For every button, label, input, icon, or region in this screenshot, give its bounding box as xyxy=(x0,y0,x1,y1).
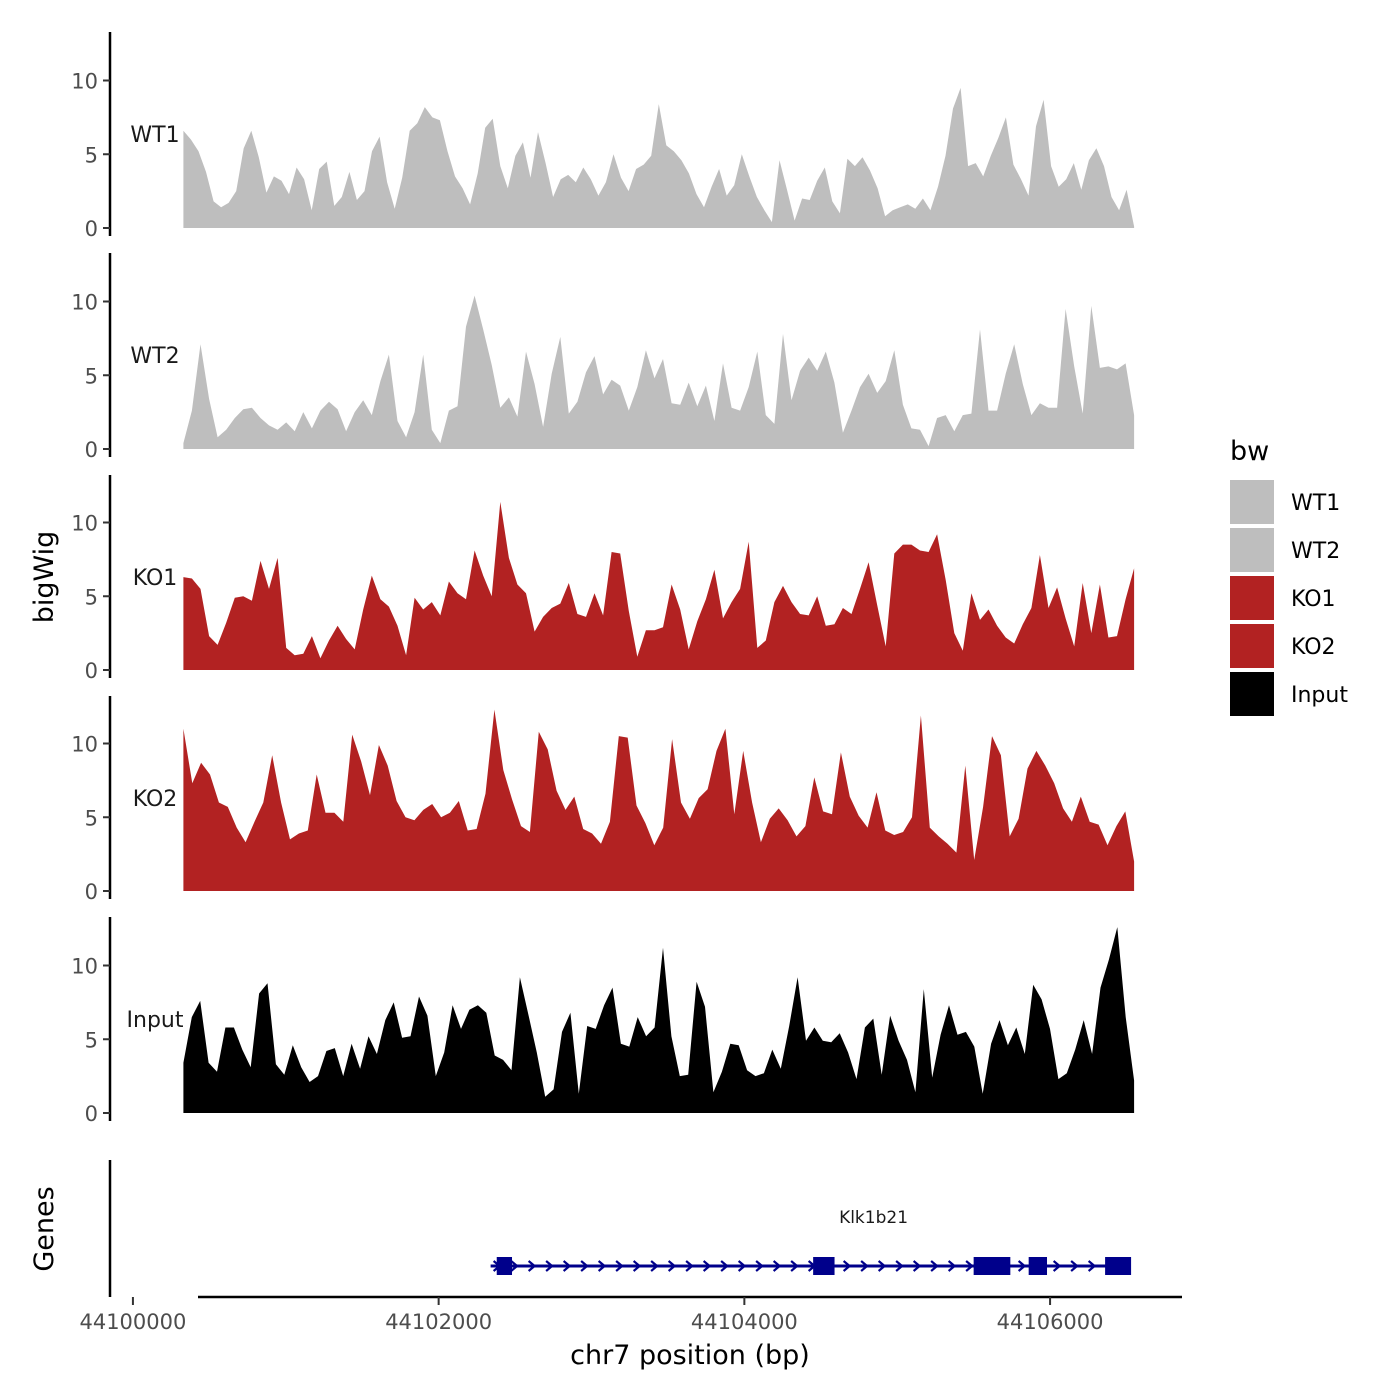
y-tick-label: 5 xyxy=(85,585,98,609)
track-label: KO2 xyxy=(133,787,178,812)
strand-arrow xyxy=(1017,1260,1027,1272)
y-tick-label: 0 xyxy=(85,1102,98,1126)
strand-arrow xyxy=(930,1260,939,1272)
strand-arrow xyxy=(895,1260,904,1272)
strand-arrow xyxy=(772,1260,782,1272)
strand-arrow xyxy=(702,1260,712,1272)
strand-arrow xyxy=(912,1260,922,1272)
gene-exon xyxy=(496,1257,513,1275)
x-tick-label: 44106000 xyxy=(997,1310,1104,1334)
x-axis-label: chr7 position (bp) xyxy=(570,1340,810,1371)
legend: bw WT1 WT2 KO1 KO2 Input xyxy=(1230,436,1348,716)
strand-arrow xyxy=(510,1260,519,1272)
gene-name-label: Klk1b21 xyxy=(839,1208,908,1228)
strand-arrow xyxy=(877,1260,887,1272)
y-tick-label: 0 xyxy=(85,217,98,241)
y-tick-label: 10 xyxy=(71,512,98,536)
strand-arrow xyxy=(562,1260,572,1272)
strand-arrow xyxy=(597,1260,607,1272)
track-ko1: 0 5 10 KO1 xyxy=(71,475,1135,683)
legend-label: KO1 xyxy=(1291,587,1336,612)
strand-arrow xyxy=(650,1260,659,1272)
genes-axis-label: Genes xyxy=(29,1186,60,1271)
y-tick-label: 0 xyxy=(85,438,98,462)
track-ko2: 0 5 10 KO2 xyxy=(71,696,1135,904)
strand-arrow xyxy=(632,1260,642,1272)
y-tick-label: 5 xyxy=(85,364,98,388)
strand-arrow xyxy=(842,1260,852,1272)
gene-exon xyxy=(1105,1257,1132,1275)
track-wt1: 0 5 10 WT1 xyxy=(71,32,1135,241)
x-tick-label: 44104000 xyxy=(691,1310,798,1334)
strand-arrow xyxy=(947,1260,957,1272)
signal-tracks: 0 5 10 WT1 0 5 10 WT2 0 5 10 KO1 0 5 10 KO2 0 5 10 Input xyxy=(71,32,1135,1126)
signal-area-ko1 xyxy=(183,501,1135,670)
y-axis-label: bigWig xyxy=(29,531,60,624)
signal-area-wt2 xyxy=(183,295,1135,449)
track-label: Input xyxy=(127,1008,184,1033)
y-tick-label: 10 xyxy=(71,70,98,94)
track-label: WT1 xyxy=(130,123,179,148)
legend-swatch-ko2 xyxy=(1230,624,1274,668)
gene-exon xyxy=(813,1257,835,1275)
strand-arrow xyxy=(737,1260,747,1272)
strand-arrow xyxy=(580,1260,589,1272)
y-tick-label: 0 xyxy=(85,880,98,904)
track-label: WT2 xyxy=(130,344,179,369)
strand-arrow xyxy=(545,1260,554,1272)
track-wt2: 0 5 10 WT2 xyxy=(71,253,1135,462)
strand-arrow xyxy=(790,1260,799,1272)
strand-arrow xyxy=(1052,1260,1062,1272)
legend-swatch-wt2 xyxy=(1230,528,1274,572)
gene-track: Klk1b21 xyxy=(108,1160,1132,1297)
y-tick-label: 5 xyxy=(85,806,98,830)
strand-arrow xyxy=(685,1260,694,1272)
y-tick-label: 10 xyxy=(71,291,98,315)
signal-area-wt1 xyxy=(183,87,1135,229)
signal-area-input xyxy=(183,927,1135,1113)
strand-arrow xyxy=(720,1260,729,1272)
legend-label: WT2 xyxy=(1291,539,1340,564)
x-tick-label: 44100000 xyxy=(79,1310,186,1334)
strand-arrow xyxy=(667,1260,677,1272)
strand-arrow xyxy=(615,1260,624,1272)
y-tick-label: 0 xyxy=(85,659,98,683)
y-tick-label: 5 xyxy=(85,1028,98,1052)
gene-exon xyxy=(1028,1257,1048,1275)
x-tick-label: 44102000 xyxy=(385,1310,492,1334)
legend-label: Input xyxy=(1291,683,1348,708)
strand-arrow xyxy=(527,1260,537,1272)
legend-swatch-ko1 xyxy=(1230,576,1274,620)
gene-exon xyxy=(973,1257,1011,1275)
strand-arrow xyxy=(1070,1260,1079,1272)
strand-arrow xyxy=(755,1260,764,1272)
y-tick-label: 10 xyxy=(71,733,98,757)
legend-title: bw xyxy=(1230,436,1269,467)
track-label: KO1 xyxy=(133,566,178,591)
x-axis: 44100000 44102000 44104000 44106000 xyxy=(79,1295,1182,1334)
signal-area-ko2 xyxy=(183,709,1135,891)
legend-swatch-wt1 xyxy=(1230,480,1274,524)
y-tick-label: 5 xyxy=(85,143,98,167)
track-input: 0 5 10 Input xyxy=(71,917,1135,1126)
legend-label: WT1 xyxy=(1291,491,1340,516)
strand-arrow xyxy=(965,1260,974,1272)
strand-arrow xyxy=(1087,1260,1097,1272)
strand-arrow xyxy=(860,1260,869,1272)
legend-label: KO2 xyxy=(1291,635,1336,660)
y-tick-label: 10 xyxy=(71,955,98,979)
legend-swatch-input xyxy=(1230,672,1274,716)
